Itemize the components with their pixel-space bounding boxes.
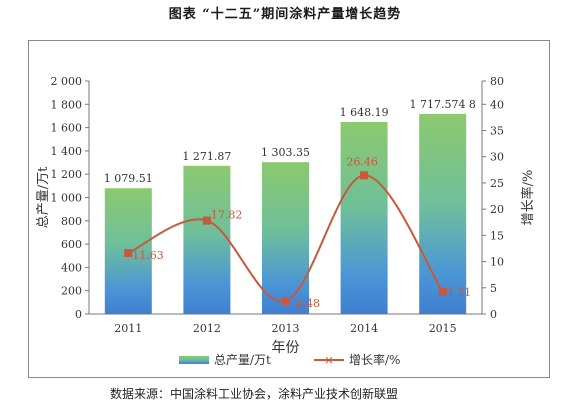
bar-2012	[183, 165, 231, 314]
left-tick-label: 200	[61, 285, 82, 298]
y-axis-title: 总产量/万t	[36, 166, 51, 228]
right-tick-label: 30	[490, 151, 504, 164]
chart-frame: 0 200 400 600 800 1 000 1 200 1 400 1 600 1 800 2 …	[28, 40, 550, 378]
right-tick-label: 80	[490, 75, 504, 88]
x-tick-label: 2012	[193, 322, 221, 335]
left-tick-label: 1 600	[51, 122, 83, 135]
growth-value-label: 2.48	[296, 297, 321, 310]
growth-value-label: 26.46	[346, 155, 378, 168]
y2-axis-title: 增长率/%	[520, 170, 536, 226]
growth-point-2011	[124, 249, 133, 258]
legend-bar-label: 总产量/万t	[214, 353, 271, 367]
left-tick-label: 2 000	[51, 75, 83, 88]
legend: 总产量/万t × 增长率/%	[179, 352, 400, 367]
right-tick-label: 20	[490, 203, 504, 216]
growth-point-2012	[202, 216, 211, 225]
x-axis-title: 年份	[272, 340, 300, 356]
growth-value-label: 11.63	[132, 249, 164, 262]
line-layer	[124, 171, 447, 305]
right-tick-label: 5	[490, 282, 497, 295]
growth-point-2013	[281, 296, 290, 305]
source-note: 数据来源：中国涂料工业协会，涂料产业技术创新联盟	[110, 387, 399, 401]
legend-bar-swatch	[179, 356, 209, 364]
bar-value-label: 1 648.19	[340, 106, 389, 119]
growth-point-2015	[438, 287, 447, 296]
right-tick-label: 15	[490, 229, 504, 242]
left-tick-label: 1 800	[51, 98, 83, 111]
left-tick-label: 1 400	[51, 145, 83, 158]
bar-value-label: 1 717.574 8	[409, 98, 475, 111]
growth-point-2014	[360, 171, 369, 180]
left-tick-label: 1 200	[51, 168, 83, 181]
bar-value-label: 1 271.87	[182, 150, 231, 163]
right-tick-label: 35	[490, 125, 504, 138]
growth-value-label: 4.21	[447, 286, 472, 299]
bar-2015	[419, 113, 467, 315]
right-tick-label: 40	[490, 98, 504, 111]
right-tick-label: 0	[490, 308, 497, 321]
bar-2013	[262, 162, 309, 314]
bar-value-label: 1 303.35	[261, 146, 310, 159]
left-tick-label: 800	[61, 215, 82, 228]
bars-layer	[104, 113, 467, 315]
growth-value-label: 17.82	[211, 209, 243, 222]
x-tick-label: 2013	[272, 322, 300, 335]
x-tick-label: 2014	[350, 322, 378, 335]
left-tick-label: 600	[61, 238, 82, 251]
legend-line-marker: ×	[324, 353, 334, 367]
right-tick-label: 25	[490, 177, 504, 190]
right-tick-label: 10	[490, 256, 504, 269]
legend-line-label: 增长率/%	[349, 352, 400, 367]
labels-layer: 1 079.51 1 271.87 1 303.35 1 648.19 1 717.57…	[104, 98, 476, 310]
bar-value-label: 1 079.51	[104, 172, 153, 185]
figure-title: 图表 “十二五”期间涂料产量增长趋势	[168, 7, 402, 22]
growth-rate-line	[127, 174, 444, 303]
x-tick-label: 2011	[114, 322, 142, 335]
x-tick-label: 2015	[429, 322, 457, 335]
left-tick-label: 1 000	[51, 192, 83, 205]
bar-2014	[340, 121, 388, 314]
left-tick-label: 0	[75, 308, 82, 321]
left-tick-label: 400	[61, 261, 82, 274]
